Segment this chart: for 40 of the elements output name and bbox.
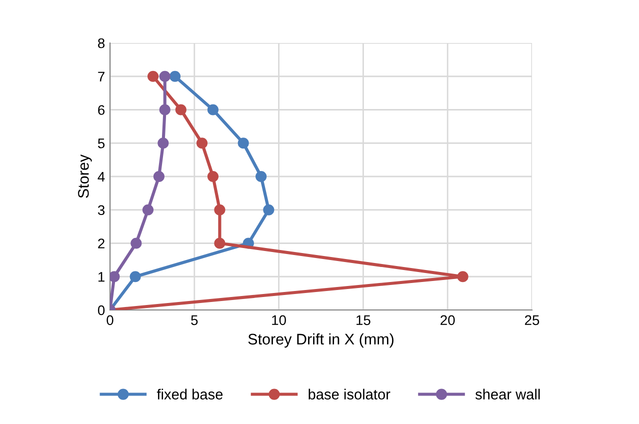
- y-tick-label: 7: [98, 72, 104, 82]
- point: [110, 271, 120, 282]
- x-tick-label: 0: [106, 315, 114, 326]
- point: [263, 204, 274, 216]
- point: [214, 204, 226, 216]
- x-tick-label: 5: [191, 315, 198, 326]
- point: [196, 138, 208, 149]
- x-tick-label: 20: [440, 315, 455, 326]
- legend-label: shear wall: [475, 388, 540, 400]
- point: [169, 70, 181, 82]
- point: [130, 271, 141, 282]
- x-tick-label: 15: [356, 315, 370, 326]
- point: [207, 104, 219, 116]
- legend-label: base isolator: [308, 388, 390, 400]
- y-tick-label: 6: [98, 105, 105, 115]
- point: [147, 70, 159, 82]
- y-tick-label: 3: [98, 205, 105, 216]
- y-tick-label: 0: [98, 305, 105, 316]
- y-tick-label: 5: [98, 138, 105, 148]
- x-axis-title: Storey Drift in X (mm): [248, 333, 394, 348]
- x-tick-label: 25: [524, 315, 540, 326]
- y-axis-title: Storey: [78, 154, 92, 198]
- y-tick-label: 1: [98, 272, 104, 282]
- x-tick-label: 10: [272, 315, 286, 326]
- point: [175, 104, 186, 116]
- point: [130, 238, 142, 249]
- legend-label: fixed base: [156, 388, 223, 400]
- y-tick-label: 8: [98, 38, 105, 48]
- point: [256, 170, 267, 182]
- y-tick-label: 2: [98, 238, 104, 248]
- point: [142, 204, 154, 216]
- point: [159, 104, 170, 116]
- point: [158, 138, 169, 149]
- point: [214, 238, 226, 249]
- point: [159, 70, 170, 82]
- point: [207, 170, 219, 182]
- y-tick-label: 4: [98, 172, 105, 182]
- point: [238, 138, 249, 149]
- point: [153, 170, 165, 182]
- point: [457, 271, 468, 282]
